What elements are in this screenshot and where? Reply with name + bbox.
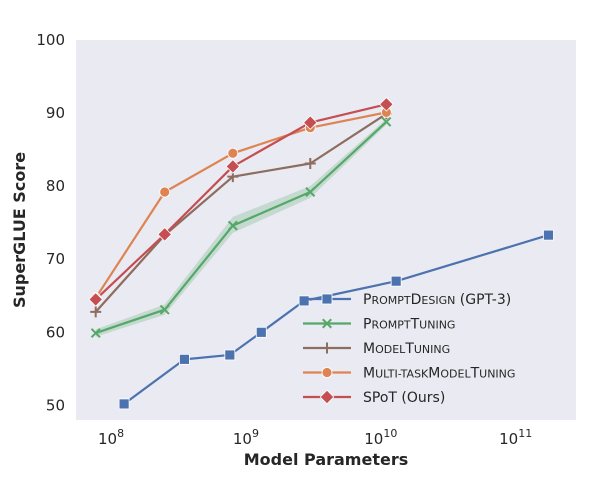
y-axis-label: SuperGLUE Score <box>10 152 29 308</box>
legend: PROMPTDESIGN (GPT-3) PROMPTTUNING MODELTUN… <box>303 292 515 406</box>
confidence-bands <box>95 118 387 337</box>
series-3-point-1 <box>159 186 171 198</box>
series-0-point-5 <box>390 275 402 287</box>
legend-swatch-marker-1 <box>322 318 332 329</box>
x-axis-label: Model Parameters <box>244 450 409 469</box>
legend-swatch-marker-0 <box>321 293 333 305</box>
y-tick-label-2: 70 <box>46 250 65 268</box>
series-4-point-4 <box>379 96 394 112</box>
legend-item-2: MODELTUNING <box>303 341 450 357</box>
series-4-point-3 <box>302 115 318 130</box>
series-1-point-4 <box>381 116 392 127</box>
y-tick-label-0: 50 <box>46 396 65 414</box>
legend-item-1: PROMPTTUNING <box>303 317 455 333</box>
legend-label-4: SPoT (Ours) <box>363 390 445 406</box>
series-2-point-0 <box>90 306 102 318</box>
legend-label-0: PROMPTDESIGN (GPT-3) <box>363 292 511 308</box>
x-tick-label-1: 109 <box>233 427 259 448</box>
series-1-point-0 <box>90 328 101 338</box>
legend-swatch-marker-3 <box>321 367 333 378</box>
legend-item-3: MULTI-TASKMODELTUNING <box>303 366 515 382</box>
series-4-point-0 <box>88 292 104 307</box>
series-4-point-2 <box>225 159 241 174</box>
series-1-point-2 <box>227 220 238 231</box>
series-4-point-1 <box>157 227 173 242</box>
x-axis-ticks: 108 109 1010 1011 <box>98 427 532 448</box>
series-2-point-3 <box>304 158 316 169</box>
series-0-point-2 <box>224 349 236 361</box>
y-axis-ticks: 50 60 70 80 90 100 <box>36 31 65 414</box>
series-1-point-3 <box>305 187 316 197</box>
legend-label-1: PROMPTTUNING <box>363 317 455 333</box>
legend-swatch-marker-2 <box>321 342 333 354</box>
series-0-point-0 <box>118 398 130 410</box>
y-tick-label-5: 100 <box>36 31 65 49</box>
series-1-point-1 <box>159 304 170 315</box>
series-0-point-3 <box>255 326 267 338</box>
y-tick-label-1: 60 <box>46 323 65 341</box>
x-tick-label-2: 1010 <box>364 427 397 448</box>
series-0-point-1 <box>179 353 190 365</box>
y-tick-label-4: 90 <box>46 104 65 122</box>
series-0-point-4 <box>298 295 310 307</box>
legend-label-2: MODELTUNING <box>363 341 450 357</box>
x-tick-label-0: 108 <box>98 427 124 448</box>
series-1-band <box>95 118 387 337</box>
series-markers <box>88 96 554 410</box>
y-tick-label-3: 80 <box>46 177 65 195</box>
series-0-point-6 <box>543 229 554 241</box>
series-3-point-2 <box>227 147 239 159</box>
legend-item-0: PROMPTDESIGN (GPT-3) <box>303 292 511 308</box>
legend-swatch-marker-4 <box>319 389 335 405</box>
plot-background <box>76 40 576 420</box>
legend-item-4: SPoT (Ours) <box>303 389 445 406</box>
x-tick-label-3: 1011 <box>499 427 532 448</box>
legend-label-3: MULTI-TASKMODELTUNING <box>363 366 515 382</box>
